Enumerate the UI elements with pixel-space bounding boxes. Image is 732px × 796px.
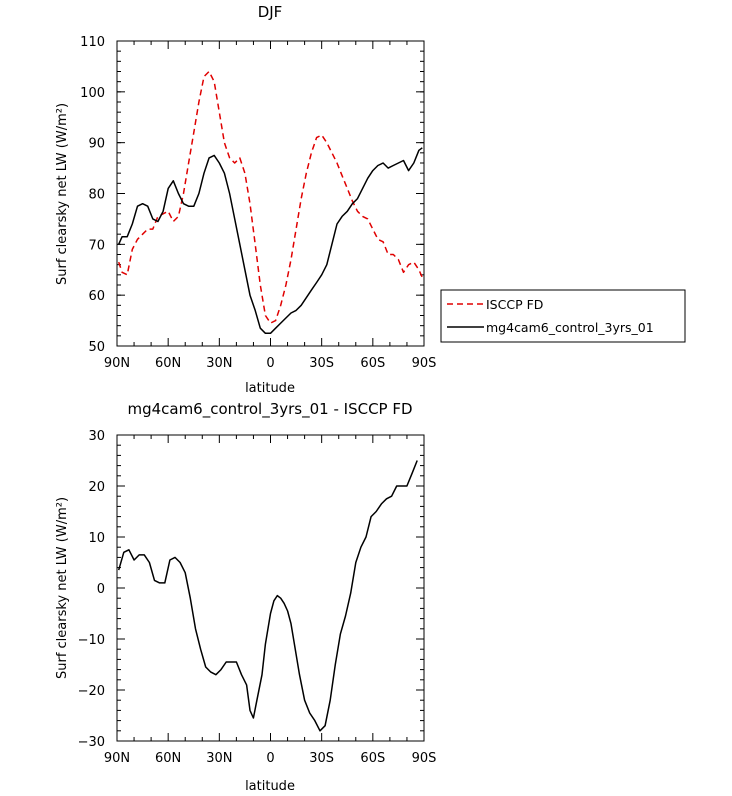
- top-x-tick-label: 60S: [360, 356, 385, 371]
- top-x-tick-label: 60N: [155, 356, 181, 371]
- bottom-series: [117, 460, 418, 732]
- legend-label-model: mg4cam6_control_3yrs_01: [486, 320, 654, 335]
- top-y-tick-label: 110: [80, 35, 105, 50]
- top-y-tick-label: 100: [80, 86, 105, 101]
- bottom-y-tick-label: −30: [78, 735, 105, 750]
- top-x-tick-label: 90N: [104, 356, 130, 371]
- bottom-x-tick-label: 60S: [360, 751, 385, 766]
- legend-box: [440, 289, 686, 343]
- bottom-panel: mg4cam6_control_3yrs_01 - ISCCP FD 90N 60…: [55, 400, 436, 794]
- legend: ISCCP FD mg4cam6_control_3yrs_01: [440, 289, 686, 343]
- top-y-tick-label: 60: [88, 289, 105, 304]
- bottom-y-tick-label: 0: [97, 582, 105, 597]
- top-ticks: 90N 60N 30N 0 30S 60S 90S 50 60 70 80 90 100 110: [80, 35, 436, 371]
- bottom-y-tick-label: −10: [78, 633, 105, 648]
- bottom-x-axis-label: latitude: [245, 779, 295, 794]
- bottom-y-tick-label: 10: [88, 531, 105, 546]
- top-series-line-0: [117, 70, 423, 324]
- bottom-x-tick-label: 0: [266, 751, 274, 766]
- bottom-plot-frame: [116, 434, 425, 742]
- bottom-x-tick-label: 60N: [155, 751, 181, 766]
- top-chart-title: DJF: [258, 3, 283, 21]
- legend-label-isccp: ISCCP FD: [486, 297, 543, 312]
- top-series: [117, 70, 423, 335]
- bottom-series-line-0: [117, 460, 418, 732]
- bottom-y-tick-label: −20: [78, 684, 105, 699]
- bottom-chart-title: mg4cam6_control_3yrs_01 - ISCCP FD: [127, 400, 412, 419]
- top-plot-frame: [116, 40, 425, 347]
- bottom-y-tick-label: 30: [88, 429, 105, 444]
- top-panel: DJF 90N 60N 30N 0 30S 60S 90S5060708090100110 …: [55, 3, 436, 396]
- bottom-x-tick-label: 30N: [206, 751, 232, 766]
- bottom-y-axis-label: Surf clearsky net LW (W/m²): [55, 497, 70, 679]
- top-x-tick-label: 0: [266, 356, 274, 371]
- top-x-tick-label: 30S: [309, 356, 334, 371]
- top-y-axis-label: Surf clearsky net LW (W/m²): [55, 103, 70, 285]
- bottom-y-tick-label: 20: [88, 480, 105, 495]
- top-x-axis-label: latitude: [245, 381, 295, 396]
- top-y-tick-label: 80: [88, 188, 105, 203]
- top-y-tick-label: 70: [88, 238, 105, 253]
- top-x-tick-label: 90S: [412, 356, 437, 371]
- bottom-x-tick-label: 90S: [412, 751, 437, 766]
- top-y-tick-label: 90: [88, 137, 105, 152]
- bottom-x-tick-label: 90N: [104, 751, 130, 766]
- bottom-x-tick-label: 30S: [309, 751, 334, 766]
- top-y-tick-label: 50: [88, 340, 105, 355]
- top-series-line-1: [118, 147, 423, 335]
- bottom-ticks: 90N 60N 30N 0 30S 60S 90S −30 −20 −10 0 10 20 30: [78, 429, 437, 766]
- top-x-tick-label: 30N: [206, 356, 232, 371]
